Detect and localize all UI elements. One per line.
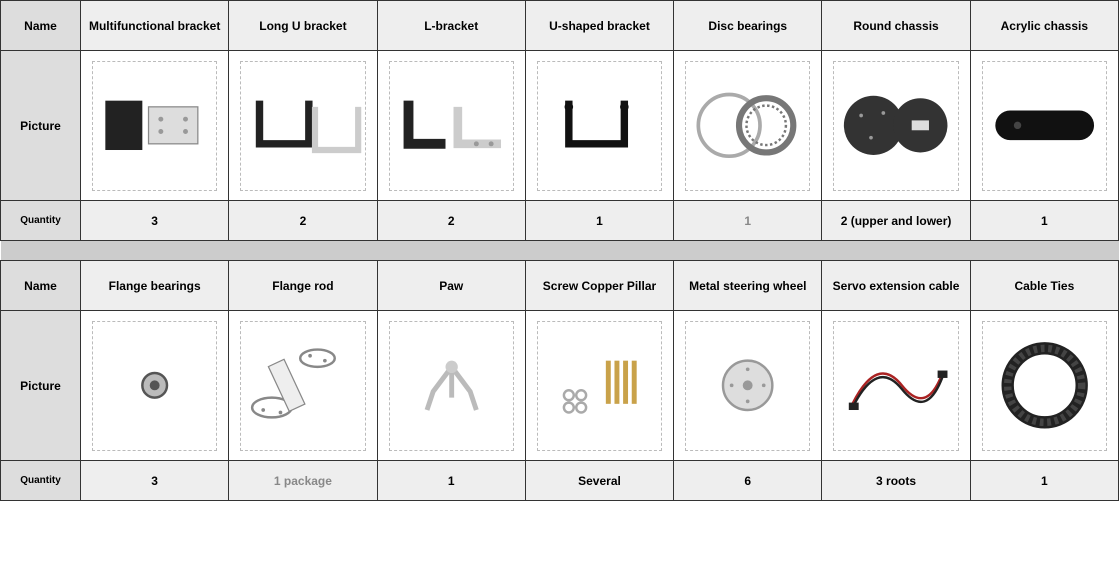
row-label-name: Name (1, 261, 81, 311)
u-bracket-icon (537, 61, 662, 191)
long-u-icon (240, 61, 365, 191)
l-bracket-icon (389, 61, 514, 191)
paw-icon (389, 321, 514, 451)
qty-cell: 6 (674, 461, 822, 501)
picture-cell (822, 51, 970, 201)
qty-cell: 1 (970, 201, 1118, 241)
qty-cell: 2 (upper and lower) (822, 201, 970, 241)
name-cell: Cable Ties (970, 261, 1118, 311)
name-cell: Acrylic chassis (970, 1, 1118, 51)
picture-cell (674, 311, 822, 461)
qty-cell: Several (525, 461, 673, 501)
name-cell: Paw (377, 261, 525, 311)
name-cell: Servo extension cable (822, 261, 970, 311)
row-label-name: Name (1, 1, 81, 51)
picture-cell (525, 51, 673, 201)
name-cell: Long U bracket (229, 1, 377, 51)
picture-cell (229, 311, 377, 461)
acrylic-chassis-icon (982, 61, 1107, 191)
row-label-picture: Picture (1, 51, 81, 201)
name-cell: Flange rod (229, 261, 377, 311)
qty-cell: 1 (377, 461, 525, 501)
name-cell: Round chassis (822, 1, 970, 51)
qty-cell: 3 (81, 201, 229, 241)
picture-cell (525, 311, 673, 461)
servo-cable-icon (833, 321, 958, 451)
flange-bearing-icon (92, 321, 217, 451)
flange-rod-icon (240, 321, 365, 451)
picture-cell (822, 311, 970, 461)
qty-cell: 1 package (229, 461, 377, 501)
row-label-quantity: Quantity (1, 201, 81, 241)
qty-cell: 3 roots (822, 461, 970, 501)
name-cell: Flange bearings (81, 261, 229, 311)
quantity-row-2: Quantity 3 1 package 1 Several 6 3 roots… (1, 461, 1119, 501)
name-cell: U-shaped bracket (525, 1, 673, 51)
picture-cell (970, 51, 1118, 201)
picture-cell (377, 311, 525, 461)
parts-table: Name Multifunctional bracket Long U brac… (0, 0, 1119, 501)
qty-cell: 2 (377, 201, 525, 241)
picture-cell (81, 51, 229, 201)
picture-cell (81, 311, 229, 461)
disc-bearing-icon (685, 61, 810, 191)
name-cell: Disc bearings (674, 1, 822, 51)
row-label-quantity: Quantity (1, 461, 81, 501)
spacer-row (1, 241, 1119, 261)
picture-row-2: Picture (1, 311, 1119, 461)
name-cell: Metal steering wheel (674, 261, 822, 311)
qty-cell: 1 (525, 201, 673, 241)
name-cell: L-bracket (377, 1, 525, 51)
picture-cell (229, 51, 377, 201)
steering-wheel-icon (685, 321, 810, 451)
quantity-row-1: Quantity 3 2 2 1 1 2 (upper and lower) 1 (1, 201, 1119, 241)
name-cell: Multifunctional bracket (81, 1, 229, 51)
name-row-2: Name Flange bearings Flange rod Paw Scre… (1, 261, 1119, 311)
copper-pillar-icon (537, 321, 662, 451)
qty-cell: 2 (229, 201, 377, 241)
row-label-picture: Picture (1, 311, 81, 461)
picture-row-1: Picture (1, 51, 1119, 201)
picture-cell (674, 51, 822, 201)
round-chassis-icon (833, 61, 958, 191)
multi-bracket-icon (92, 61, 217, 191)
name-row-1: Name Multifunctional bracket Long U brac… (1, 1, 1119, 51)
name-cell: Screw Copper Pillar (525, 261, 673, 311)
cable-ties-icon (982, 321, 1107, 451)
picture-cell (970, 311, 1118, 461)
picture-cell (377, 51, 525, 201)
qty-cell: 3 (81, 461, 229, 501)
qty-cell: 1 (674, 201, 822, 241)
qty-cell: 1 (970, 461, 1118, 501)
